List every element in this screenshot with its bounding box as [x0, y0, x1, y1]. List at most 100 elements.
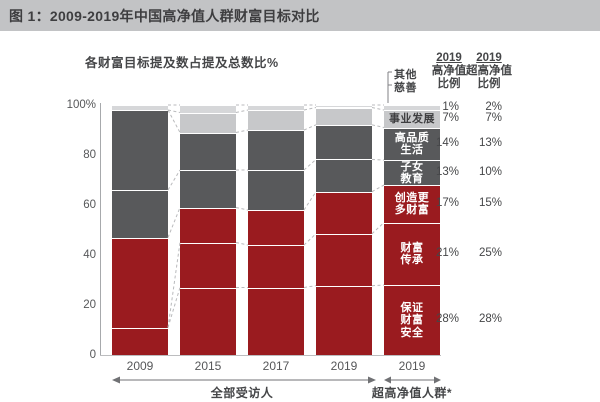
hnw-column-unit: 比例: [437, 78, 461, 90]
x-axis-label: 2019: [330, 359, 358, 373]
segment-quality: [248, 130, 304, 170]
y-tick-label: 80: [83, 149, 96, 161]
connector-line: [303, 106, 317, 111]
ratio-row: 13% 10%: [419, 166, 504, 178]
y-tick-label: 100%: [66, 99, 96, 111]
segment-inheritance: [248, 245, 304, 288]
connector-line: [371, 124, 385, 128]
segment-create: [112, 237, 168, 328]
segment-create: 创造更 多财富: [384, 185, 440, 223]
segment-safety: [316, 285, 372, 355]
x-axis-label: 2017: [262, 359, 290, 373]
segment-label-create: 创造更 多财富: [384, 186, 440, 223]
ratio-row: 1% 2%: [419, 101, 504, 113]
uhnw-ratio-value: 25%: [478, 246, 502, 259]
segment-label-line: 保证: [400, 301, 424, 314]
connector-line: [167, 109, 181, 113]
segment-label-line: 创造更: [394, 191, 430, 204]
segment-quality: [180, 132, 236, 170]
connector-line: [371, 158, 385, 161]
segment-label-children: 子女 教育: [384, 160, 440, 186]
connector-line: [303, 285, 317, 288]
segment-career: [248, 110, 304, 130]
segment-label-line: 教育: [400, 173, 424, 185]
ratio-row: 14% 13%: [419, 137, 504, 149]
uhnw-ratio-value: 28%: [478, 313, 502, 325]
chart-subtitle: 各财富目标提及数占提及总数比%: [85, 56, 279, 70]
y-tick-label: 0: [89, 349, 96, 361]
x-axis-label: 2015: [194, 359, 222, 373]
range-arrow-all-left-head: [112, 376, 120, 384]
ratio-row: 17% 15%: [419, 197, 504, 209]
uhnw-column-header: 2019 超高净值 比例: [461, 52, 517, 91]
segment-label-line: 高品质: [394, 131, 430, 144]
ratio-row: 21% 25%: [419, 247, 504, 259]
bar-2009: [112, 105, 168, 355]
figure-title: 图 1：2009-2019年中国高净值人群财富目标对比: [9, 7, 320, 24]
connector-line: [167, 287, 181, 328]
hnw-ratio-value: 7%: [442, 111, 459, 124]
bar-2019: [316, 105, 372, 355]
connector-line: [371, 284, 385, 287]
segment-safety: 保证 财富 安全: [384, 285, 440, 355]
x-axis-line: [100, 355, 441, 356]
connector-line: [167, 169, 181, 191]
connector-line: [303, 191, 317, 211]
bracket-label-charity: 慈善: [394, 82, 417, 94]
uhnw-column-title: 超高净值: [466, 65, 512, 77]
connector-line: [303, 159, 317, 171]
segment-create: [180, 207, 236, 243]
uhnw-ratio-value: 13%: [478, 136, 502, 149]
connector-line: [235, 109, 249, 113]
segment-career: [180, 112, 236, 133]
connector-line: [167, 109, 181, 133]
uhnw-column-year: 2019: [476, 52, 502, 64]
segment-create: [316, 191, 372, 234]
segment-label-line: 事业发展: [389, 113, 435, 125]
x-axis-label: 2009: [126, 359, 154, 373]
y-axis-line: [100, 103, 101, 356]
bar-2017: [248, 105, 304, 355]
hnw-column-year: 2019: [436, 52, 462, 64]
uhnw-ratio-value: 15%: [478, 196, 502, 209]
hnw-ratio-value: 13%: [435, 165, 459, 178]
segment-children: [316, 159, 372, 192]
segment-create: [248, 210, 304, 245]
segment-inheritance: [180, 242, 236, 288]
segment-other: [384, 105, 440, 110]
y-tick-label: 20: [83, 299, 96, 311]
uhnw-ratio-value: 2%: [485, 100, 502, 113]
bar-2015: [180, 105, 236, 355]
segment-label-line: 安全: [400, 326, 424, 339]
segment-quality: 高品质 生活: [384, 127, 440, 161]
hnw-ratio-value: 1%: [442, 100, 459, 113]
segment-label-quality: 高品质 生活: [384, 129, 440, 161]
ratio-row: 28% 28%: [419, 313, 504, 325]
segment-children: [248, 170, 304, 210]
connector-line: [371, 106, 385, 111]
hnw-ratio-value: 14%: [435, 136, 459, 149]
segment-label-line: 多财富: [394, 204, 430, 217]
segment-children: 子女 教育: [384, 160, 440, 185]
hnw-ratio-value: 21%: [435, 246, 459, 259]
bar-2019-uhnw: 保证 财富 安全 财富 传承 创造更 多财富 子女 教育 高品质 生活 事业发展: [384, 105, 440, 355]
connector-line: [167, 207, 181, 238]
ratio-row: 7% 7%: [419, 112, 504, 124]
segment-quality: [316, 124, 372, 160]
segment-career: 事业发展: [384, 110, 440, 128]
hnw-ratio-value: 17%: [435, 196, 459, 209]
segment-other: [316, 105, 372, 108]
segment-other: [112, 105, 168, 110]
figure-title-bar: 图 1：2009-2019年中国高净值人群财富目标对比: [0, 0, 600, 31]
segment-children: [180, 170, 236, 208]
connector-line: [303, 124, 317, 131]
hnw-column-header: 2019 高净值 比例: [421, 52, 477, 91]
segment-label-line: 财富: [400, 314, 424, 327]
uhnw-ratio-value: 7%: [485, 111, 502, 124]
connector-line: [303, 233, 317, 246]
segment-label-career: 事业发展: [384, 111, 440, 128]
segment-inheritance: 财富 传承: [384, 222, 440, 285]
segment-label-line: 子女: [400, 160, 424, 173]
